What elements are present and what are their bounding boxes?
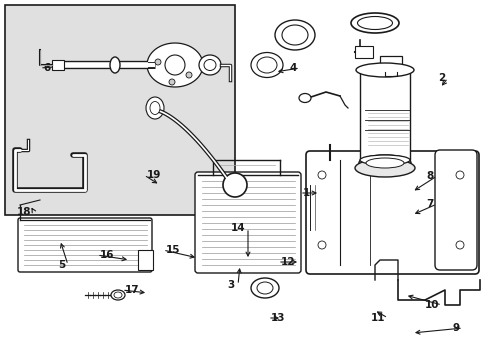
Ellipse shape [146, 97, 163, 119]
Ellipse shape [274, 20, 314, 50]
Circle shape [223, 173, 246, 197]
Text: 7: 7 [426, 199, 433, 209]
Ellipse shape [257, 57, 276, 73]
Ellipse shape [282, 25, 307, 45]
Text: 1: 1 [303, 188, 309, 198]
Text: 13: 13 [270, 313, 285, 323]
Text: 19: 19 [147, 170, 161, 180]
Ellipse shape [357, 17, 392, 30]
Text: 15: 15 [165, 245, 180, 255]
Ellipse shape [257, 282, 272, 294]
Bar [379, 56, 401, 72]
Text: 4: 4 [289, 63, 296, 73]
Polygon shape [147, 43, 203, 87]
Ellipse shape [350, 13, 398, 33]
Ellipse shape [250, 53, 283, 77]
Bar [354, 46, 372, 58]
Text: 2: 2 [437, 73, 444, 83]
Text: 12: 12 [281, 257, 295, 267]
Circle shape [455, 171, 463, 179]
Bar [52, 60, 64, 70]
Text: 6: 6 [43, 63, 50, 73]
Ellipse shape [250, 278, 279, 298]
Bar [5, 5, 235, 215]
Ellipse shape [354, 159, 414, 177]
Bar [359, 70, 409, 160]
Text: 3: 3 [227, 280, 235, 290]
Circle shape [169, 79, 175, 85]
Ellipse shape [359, 155, 409, 165]
Ellipse shape [114, 292, 122, 298]
Circle shape [455, 241, 463, 249]
Ellipse shape [203, 59, 216, 71]
Ellipse shape [365, 158, 403, 168]
Text: 17: 17 [125, 285, 140, 295]
Ellipse shape [358, 155, 410, 171]
Ellipse shape [150, 102, 160, 114]
Ellipse shape [355, 63, 413, 77]
Text: 10: 10 [424, 300, 438, 310]
Ellipse shape [199, 55, 221, 75]
Text: 9: 9 [452, 323, 459, 333]
Text: 16: 16 [100, 250, 114, 260]
FancyBboxPatch shape [195, 172, 301, 273]
Text: 14: 14 [230, 223, 244, 233]
Text: 18: 18 [17, 207, 31, 217]
Circle shape [317, 241, 325, 249]
Text: 11: 11 [370, 313, 384, 323]
FancyBboxPatch shape [305, 151, 478, 274]
Bar [138, 250, 153, 270]
Circle shape [155, 59, 161, 65]
Circle shape [164, 55, 184, 75]
FancyBboxPatch shape [18, 218, 152, 272]
FancyBboxPatch shape [434, 150, 476, 270]
Ellipse shape [298, 94, 310, 103]
Ellipse shape [110, 57, 120, 73]
Circle shape [317, 171, 325, 179]
Text: 8: 8 [426, 171, 433, 181]
Circle shape [185, 72, 192, 78]
Text: 5: 5 [58, 260, 65, 270]
Ellipse shape [111, 290, 125, 300]
